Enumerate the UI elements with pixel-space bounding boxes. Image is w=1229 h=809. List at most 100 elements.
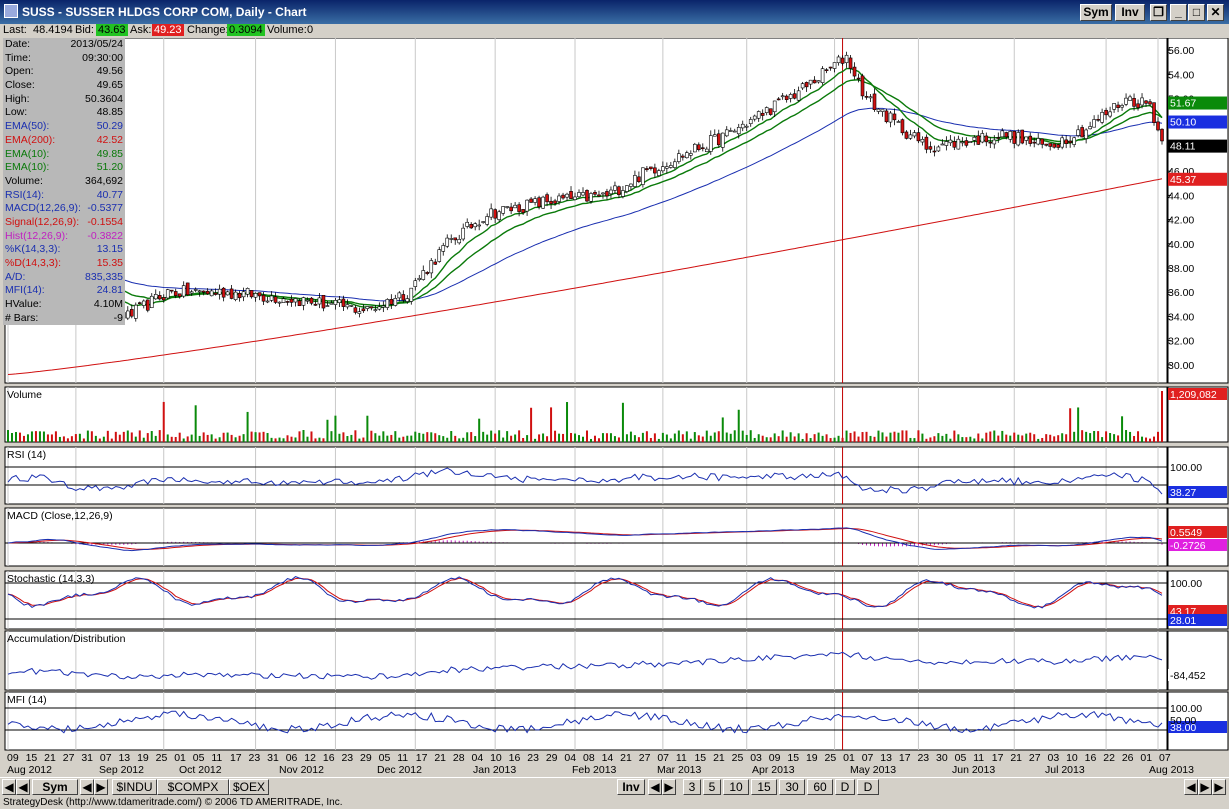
volume-bar <box>422 433 425 442</box>
volume-bar <box>254 432 257 442</box>
volume-bar <box>438 435 441 442</box>
volume-bar <box>470 432 473 442</box>
volume-bar <box>1021 435 1024 442</box>
chart-right-icon[interactable]: ▶ <box>1198 779 1212 795</box>
info-row: Hist(12,26,9): -0.3822 <box>3 230 125 244</box>
volume-bar <box>558 433 561 442</box>
x-tick-label: 21 <box>1010 752 1022 764</box>
volume-bar <box>829 438 832 442</box>
candle-body <box>677 153 681 162</box>
volume-bar <box>162 401 165 442</box>
scroll-right-icon[interactable]: ▶ <box>94 779 108 795</box>
candle-body <box>752 115 757 120</box>
candle-body <box>541 196 545 209</box>
panel-price <box>4 38 1168 384</box>
volume-bar <box>997 435 1000 442</box>
candle-body <box>333 300 338 305</box>
interval-5[interactable]: 5 <box>703 779 721 795</box>
candle-body <box>952 141 957 148</box>
quote-bar: Last: 48.4194 Bid: 43.63 Ask: 49.23 Chan… <box>0 24 1229 38</box>
ask-value: 49.23 <box>152 24 184 36</box>
sym-tab-button[interactable]: Sym <box>32 779 78 795</box>
chart-area[interactable]: 56.0054.0052.0050.0048.0046.0044.0042.00… <box>0 38 1229 777</box>
volume-bar <box>410 435 413 442</box>
ema200-line <box>7 178 1163 375</box>
candle-body <box>237 292 242 299</box>
candle-body <box>629 183 633 187</box>
ema10b-line <box>7 79 1163 307</box>
candle-body <box>792 93 797 99</box>
x-month-label: Jun 2013 <box>952 764 995 776</box>
candle-body <box>497 211 501 220</box>
candle-body <box>992 139 997 145</box>
first-icon[interactable]: ◀ <box>2 779 16 795</box>
int-left-icon[interactable]: ◀ <box>648 779 662 795</box>
x-tick-label: 16 <box>509 752 521 764</box>
x-month-label: Dec 2012 <box>377 764 422 776</box>
candle-body <box>537 197 541 208</box>
restore-icon[interactable]: ❐ <box>1150 4 1167 21</box>
mfi-level-label: 50.00 <box>1170 715 1196 727</box>
maximize-icon[interactable]: □ <box>1188 4 1205 21</box>
info-value: 50.29 <box>96 120 123 133</box>
volume-bar <box>625 434 628 442</box>
change-label: Change: <box>187 24 229 36</box>
x-month-label: Sep 2012 <box>99 764 144 776</box>
info-value: -0.1554 <box>87 215 123 228</box>
volume-bar <box>885 436 888 442</box>
tab-oex[interactable]: $OEX <box>229 779 269 795</box>
interval-60[interactable]: 60 <box>807 779 833 795</box>
volume-bar <box>490 430 493 442</box>
info-row: Time: 09:30:00 <box>3 52 125 66</box>
volume-bar <box>845 430 848 442</box>
info-value: -9 <box>113 311 123 324</box>
volume-bar <box>342 432 345 442</box>
candle-body <box>844 54 849 64</box>
interval-30[interactable]: 30 <box>779 779 805 795</box>
candle-body <box>856 77 861 80</box>
volume-bar <box>450 431 453 442</box>
candle-body <box>469 223 473 229</box>
minimize-icon[interactable]: _ <box>1170 4 1187 21</box>
interval-d2[interactable]: D <box>857 779 879 795</box>
candle-body <box>864 96 869 98</box>
inv-button[interactable]: Inv <box>1115 4 1145 21</box>
info-key: EMA(200): <box>5 133 56 146</box>
close-icon[interactable]: ✕ <box>1207 4 1224 21</box>
candle-body <box>445 237 450 247</box>
volume-bar <box>146 433 149 442</box>
tab-compx[interactable]: $COMPX <box>157 779 229 795</box>
chart-left-icon[interactable]: ◀ <box>1184 779 1198 795</box>
info-key: MFI(14): <box>5 284 45 297</box>
interval-10[interactable]: 10 <box>723 779 749 795</box>
volume-bar <box>318 437 321 442</box>
info-row: MACD(12,26,9): -0.5377 <box>3 202 125 216</box>
candle-body <box>205 290 210 295</box>
volume-bar <box>38 431 41 442</box>
interval-3[interactable]: 3 <box>683 779 701 795</box>
interval-d[interactable]: D <box>835 779 855 795</box>
prev-icon[interactable]: ◀ <box>16 779 30 795</box>
x-tick-label: 21 <box>713 752 725 764</box>
candle-body <box>1000 130 1005 138</box>
inv-tab-button[interactable]: Inv <box>617 779 645 795</box>
volume-bar <box>126 430 129 442</box>
candle-body <box>744 125 749 128</box>
candle-body <box>137 302 142 304</box>
candle-body <box>932 150 937 153</box>
scroll-left-icon[interactable]: ◀ <box>80 779 94 795</box>
candle-body <box>285 301 290 303</box>
interval-15[interactable]: 15 <box>751 779 777 795</box>
candle-body <box>712 134 717 137</box>
macd-label: 0.5549 <box>1170 527 1202 539</box>
tab-indu[interactable]: $INDU <box>112 779 157 795</box>
info-row: EMA(200): 42.52 <box>3 134 125 148</box>
candle-body <box>633 175 637 187</box>
chart-end-icon[interactable]: ▶ <box>1212 779 1226 795</box>
volume-bar <box>78 433 81 442</box>
info-key: Date: <box>5 38 31 50</box>
candle-body <box>145 299 150 311</box>
volume-bar <box>857 436 860 442</box>
int-right-icon[interactable]: ▶ <box>662 779 676 795</box>
sym-button[interactable]: Sym <box>1080 4 1112 21</box>
